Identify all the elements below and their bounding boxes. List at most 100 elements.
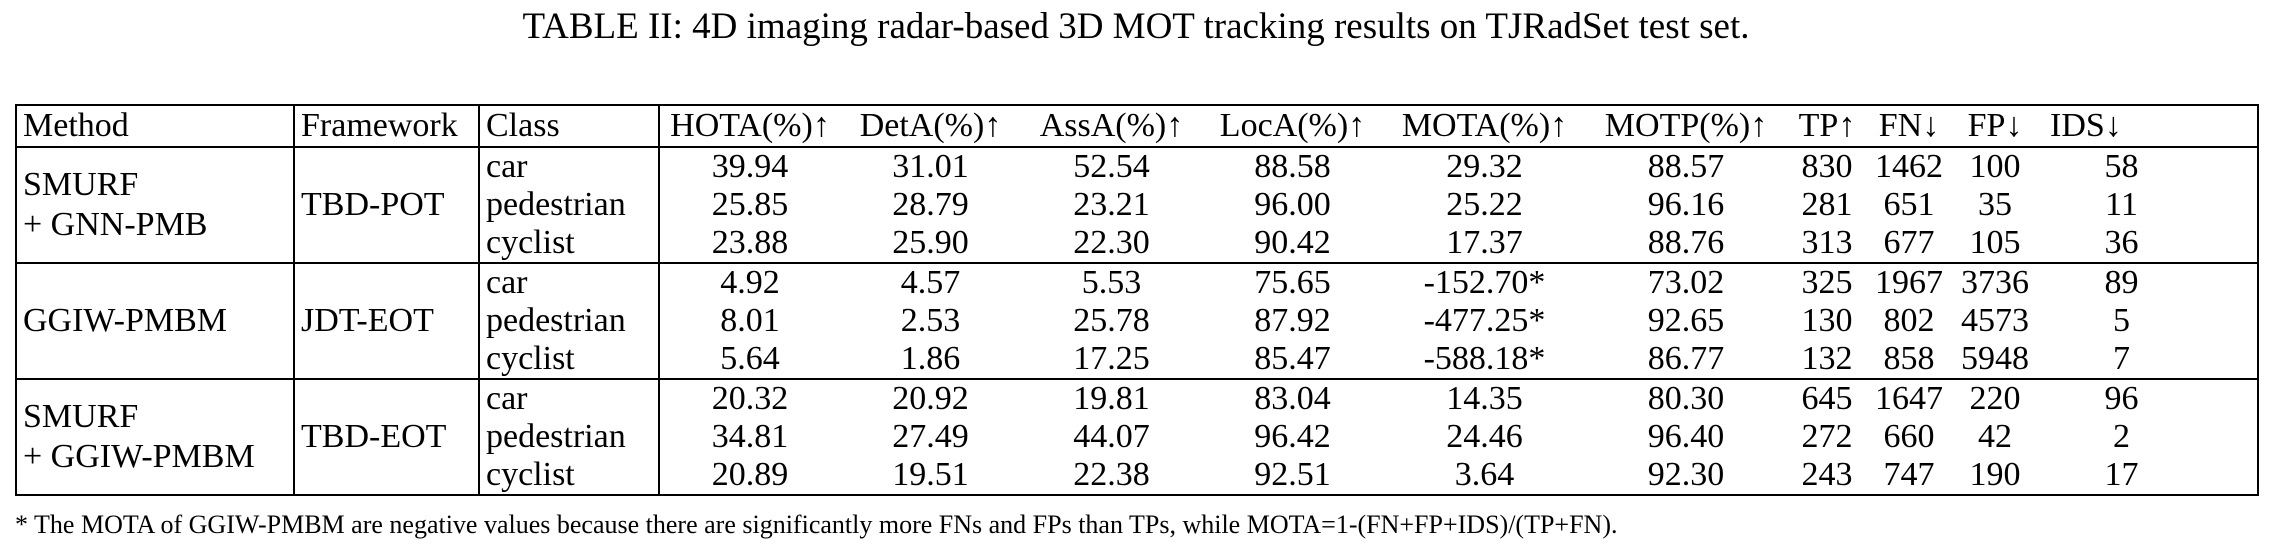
table-row: pedestrian 25.85 28.79 23.21 96.00 25.22 96.16… — [16, 186, 2258, 224]
metric-cell: 23.88 — [658, 224, 840, 263]
metric-cell: 22.30 — [1073, 224, 1150, 261]
metric-cell: 28.79 — [892, 186, 969, 223]
table-footnote: * The MOTA of GGIW-PMBM are negative val… — [15, 510, 1618, 539]
metric-cell: 2.53 — [900, 302, 961, 339]
metric-cell: 17 — [2104, 456, 2139, 493]
metric-cell: 20.32 — [658, 379, 840, 418]
metric-cell: 96.40 — [1647, 418, 1725, 455]
metric-cell: 20.92 — [892, 380, 969, 417]
metric-cell: 88.58 — [1254, 148, 1331, 185]
metric-cell: 20.89 — [658, 456, 840, 495]
metric-cell: 19.51 — [892, 456, 969, 493]
metric-cell: 25.85 — [658, 186, 840, 224]
metric-cell: 8.01 — [658, 302, 840, 340]
metric-cell: 11 — [2105, 186, 2138, 223]
metric-cell: 75.65 — [1254, 264, 1331, 301]
metric-cell: 1462 — [1875, 148, 1943, 185]
metric-cell: 14.35 — [1446, 380, 1523, 417]
metric-cell: 281 — [1801, 186, 1853, 223]
metric-cell: 19.81 — [1073, 380, 1150, 417]
metric-cell: 272 — [1801, 418, 1853, 455]
metric-cell: 1647 — [1875, 380, 1943, 417]
metric-cell: 31.01 — [892, 148, 969, 185]
metric-cell: 96.16 — [1647, 186, 1725, 223]
metric-cell: 1.86 — [900, 340, 961, 377]
table-row: GGIW-PMBM JDT-EOT car 4.92 4.57 5.53 75.65 -152… — [16, 263, 2258, 379]
metric-cell: 92.65 — [1647, 302, 1725, 339]
metric-cell: 52.54 — [1073, 148, 1150, 185]
metric-cell: 35 — [1978, 186, 2012, 223]
table-row: SMURF + GGIW-PMBM TBD-EOT car 20.32 20.92 19.8… — [16, 379, 2258, 495]
method-cell: SMURF + GGIW-PMBM — [16, 379, 294, 495]
metric-cell: 858 — [1883, 340, 1935, 377]
metric-cell: 27.49 — [892, 418, 969, 455]
method-group: GGIW-PMBM JDT-EOT car 4.92 4.57 5.53 75.65 -152… — [16, 263, 2258, 379]
metric-cell: 24.46 — [1446, 418, 1523, 455]
metric-cell: 651 — [1883, 186, 1935, 223]
metric-cell: 3.64 — [1454, 456, 1515, 493]
metric-cell: 29.32 — [1446, 148, 1523, 185]
metric-cell: 44.07 — [1073, 418, 1150, 455]
metric-cell: 42 — [1978, 418, 2012, 455]
metric-cell: 83.04 — [1254, 380, 1331, 417]
metric-cell: 34.81 — [658, 418, 840, 456]
class-cell: pedestrian — [478, 302, 659, 340]
method-name-line: SMURF — [23, 398, 139, 435]
metric-cell: 36 — [2104, 224, 2139, 261]
metric-cell: 105 — [1969, 224, 2021, 261]
table-row: cyclist 23.88 25.90 22.30 90.42 17.37 88.76 313… — [16, 224, 2258, 263]
metric-cell: 96.42 — [1254, 418, 1331, 455]
class-cell: pedestrian — [478, 186, 659, 224]
class-cell: car — [478, 379, 659, 418]
method-name-line: + GNN-PMB — [23, 206, 208, 243]
metric-cell: -152.70* — [1423, 264, 1546, 301]
metric-cell: 130 — [1801, 302, 1853, 339]
class-cell: car — [478, 147, 659, 186]
metric-cell: 5.64 — [658, 340, 840, 379]
method-group: SMURF + GNN-PMB TBD-POT car 39.94 31.01 52.54 8… — [16, 147, 2258, 263]
metric-cell: 25.78 — [1073, 302, 1150, 339]
metric-cell: 85.47 — [1254, 340, 1331, 377]
metric-cell: 80.30 — [1647, 380, 1725, 417]
metric-cell: 5.53 — [1081, 264, 1142, 301]
results-table: Method Framework Class HOTA(%)↑ DetA(%)↑… — [15, 104, 2259, 496]
metric-cell: 132 — [1801, 340, 1853, 377]
header-tp: TP↑ — [1786, 105, 1868, 148]
metric-cell: 89 — [2104, 264, 2139, 301]
metric-cell: 88.76 — [1647, 224, 1725, 261]
metric-cell: 73.02 — [1647, 264, 1725, 301]
header-row: Method Framework Class HOTA(%)↑ DetA(%)↑… — [16, 105, 2258, 148]
metric-cell: 660 — [1883, 418, 1935, 455]
header-mota: MOTA(%)↑ — [1383, 105, 1586, 148]
metric-cell: 100 — [1969, 148, 2021, 185]
metric-cell: 17.37 — [1446, 224, 1523, 261]
method-name-line: GGIW-PMBM — [23, 302, 228, 339]
class-cell: cyclist — [478, 456, 659, 495]
metric-cell: 25.22 — [1446, 186, 1523, 223]
metric-cell: 220 — [1969, 380, 2021, 417]
metric-cell: -477.25* — [1423, 302, 1546, 339]
header-loca: LocA(%)↑ — [1202, 105, 1383, 148]
class-cell: pedestrian — [478, 418, 659, 456]
metric-cell: 92.30 — [1647, 456, 1725, 493]
method-cell: SMURF + GNN-PMB — [16, 147, 294, 263]
header-hota: HOTA(%)↑ — [658, 105, 840, 148]
header-deta: DetA(%)↑ — [840, 105, 1021, 148]
header-motp: MOTP(%)↑ — [1586, 105, 1786, 148]
metric-cell: 313 — [1801, 224, 1853, 261]
header-ids: IDS↓ — [2040, 105, 2258, 148]
table-caption: TABLE II: 4D imaging radar-based 3D MOT … — [522, 6, 1750, 47]
metric-cell: 88.57 — [1647, 148, 1725, 185]
framework-cell: TBD-EOT — [293, 379, 479, 495]
metric-cell: 3736 — [1961, 264, 2029, 301]
metric-cell: 5948 — [1961, 340, 2029, 377]
metric-cell: 87.92 — [1254, 302, 1331, 339]
metric-cell: 86.77 — [1647, 340, 1725, 377]
metric-cell: 802 — [1883, 302, 1935, 339]
framework-cell: TBD-POT — [293, 147, 479, 263]
method-name-line: + GGIW-PMBM — [23, 438, 255, 475]
metric-cell: 645 — [1801, 380, 1853, 417]
metric-cell: 92.51 — [1254, 456, 1331, 493]
class-cell: car — [478, 263, 659, 302]
metric-cell: 677 — [1883, 224, 1935, 261]
